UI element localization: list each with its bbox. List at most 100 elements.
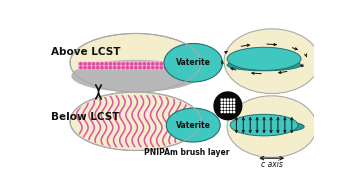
Circle shape xyxy=(122,63,124,65)
Circle shape xyxy=(152,67,154,69)
Circle shape xyxy=(233,105,235,107)
Circle shape xyxy=(131,63,133,65)
Circle shape xyxy=(109,63,112,65)
Circle shape xyxy=(224,99,225,100)
Circle shape xyxy=(109,67,112,69)
Circle shape xyxy=(221,99,222,100)
Circle shape xyxy=(84,67,86,69)
Circle shape xyxy=(135,63,137,65)
Ellipse shape xyxy=(224,29,320,94)
Circle shape xyxy=(190,67,192,69)
Circle shape xyxy=(126,63,128,65)
Circle shape xyxy=(233,102,235,103)
FancyBboxPatch shape xyxy=(78,62,195,70)
Circle shape xyxy=(233,108,235,110)
Ellipse shape xyxy=(227,59,301,71)
Circle shape xyxy=(147,63,150,65)
Circle shape xyxy=(173,67,175,69)
Circle shape xyxy=(97,63,99,65)
Circle shape xyxy=(139,67,141,69)
Circle shape xyxy=(88,63,90,65)
Circle shape xyxy=(233,99,235,100)
Circle shape xyxy=(221,111,222,113)
Text: Vaterite: Vaterite xyxy=(176,58,211,67)
Circle shape xyxy=(190,63,192,65)
Ellipse shape xyxy=(227,96,316,157)
Bar xyxy=(164,114,214,128)
Text: PNIPAm brush layer: PNIPAm brush layer xyxy=(144,148,230,156)
Circle shape xyxy=(221,102,222,103)
Text: Below LCST: Below LCST xyxy=(51,112,119,122)
Ellipse shape xyxy=(227,47,301,70)
Circle shape xyxy=(126,67,128,69)
Circle shape xyxy=(181,67,184,69)
Circle shape xyxy=(92,67,95,69)
Circle shape xyxy=(135,67,137,69)
Circle shape xyxy=(221,105,222,107)
Circle shape xyxy=(230,105,232,107)
Text: Above LCST: Above LCST xyxy=(51,47,120,57)
Ellipse shape xyxy=(70,92,201,150)
Circle shape xyxy=(233,111,235,113)
Circle shape xyxy=(177,67,179,69)
Circle shape xyxy=(164,67,167,69)
Circle shape xyxy=(80,63,82,65)
Circle shape xyxy=(181,63,184,65)
Circle shape xyxy=(105,67,107,69)
Circle shape xyxy=(186,67,188,69)
Circle shape xyxy=(156,67,158,69)
Circle shape xyxy=(97,67,99,69)
Circle shape xyxy=(143,67,146,69)
Circle shape xyxy=(160,67,162,69)
Circle shape xyxy=(113,67,116,69)
Circle shape xyxy=(147,67,150,69)
Bar xyxy=(164,56,214,70)
Circle shape xyxy=(224,108,225,110)
Text: Vaterite: Vaterite xyxy=(176,121,211,130)
Circle shape xyxy=(152,63,154,65)
Circle shape xyxy=(105,63,107,65)
Circle shape xyxy=(84,63,86,65)
Circle shape xyxy=(101,67,103,69)
Ellipse shape xyxy=(166,108,220,142)
Text: c axis: c axis xyxy=(261,160,283,169)
Circle shape xyxy=(156,63,158,65)
Circle shape xyxy=(122,67,124,69)
Ellipse shape xyxy=(71,60,200,92)
Circle shape xyxy=(230,102,232,103)
Circle shape xyxy=(227,99,229,100)
Circle shape xyxy=(160,63,162,65)
Circle shape xyxy=(224,111,225,113)
Circle shape xyxy=(186,63,188,65)
Circle shape xyxy=(224,102,225,103)
Circle shape xyxy=(227,111,229,113)
Ellipse shape xyxy=(70,33,201,92)
Circle shape xyxy=(214,92,242,120)
Circle shape xyxy=(113,63,116,65)
Circle shape xyxy=(143,63,146,65)
Circle shape xyxy=(173,63,175,65)
Circle shape xyxy=(118,63,120,65)
Circle shape xyxy=(230,111,232,113)
Ellipse shape xyxy=(230,114,298,136)
Circle shape xyxy=(101,63,103,65)
Circle shape xyxy=(88,67,90,69)
Circle shape xyxy=(177,63,179,65)
Circle shape xyxy=(221,108,222,110)
Circle shape xyxy=(227,102,229,103)
Circle shape xyxy=(169,67,171,69)
Ellipse shape xyxy=(164,43,223,82)
Circle shape xyxy=(164,63,167,65)
Circle shape xyxy=(230,99,232,100)
Ellipse shape xyxy=(237,121,304,132)
Circle shape xyxy=(131,67,133,69)
Circle shape xyxy=(224,105,225,107)
Circle shape xyxy=(227,105,229,107)
Circle shape xyxy=(169,63,171,65)
Circle shape xyxy=(118,67,120,69)
Circle shape xyxy=(92,63,95,65)
Circle shape xyxy=(139,63,141,65)
Circle shape xyxy=(80,67,82,69)
Circle shape xyxy=(230,108,232,110)
Circle shape xyxy=(227,108,229,110)
